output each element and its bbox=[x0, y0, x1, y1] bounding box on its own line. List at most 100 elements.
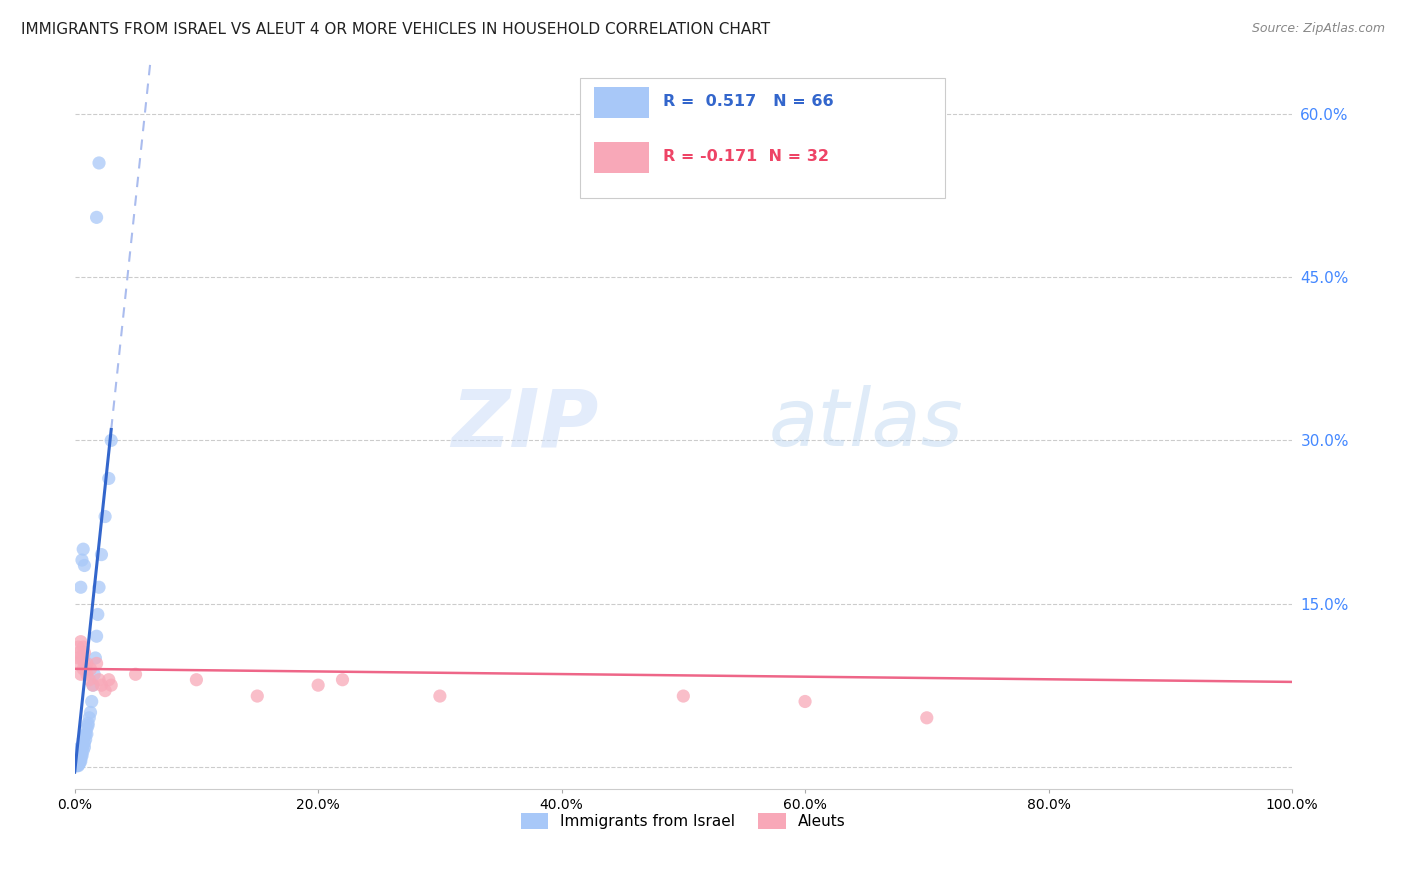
Point bbox=[67, 755, 90, 769]
Point bbox=[66, 756, 89, 770]
Text: IMMIGRANTS FROM ISRAEL VS ALEUT 4 OR MORE VEHICLES IN HOUSEHOLD CORRELATION CHAR: IMMIGRANTS FROM ISRAEL VS ALEUT 4 OR MOR… bbox=[21, 22, 770, 37]
Point bbox=[70, 748, 93, 763]
Point bbox=[76, 727, 98, 741]
Point bbox=[69, 750, 91, 764]
Point bbox=[69, 740, 91, 755]
Point bbox=[69, 755, 91, 769]
Text: Source: ZipAtlas.com: Source: ZipAtlas.com bbox=[1251, 22, 1385, 36]
Point bbox=[80, 694, 103, 708]
Point bbox=[83, 667, 105, 681]
Text: R = -0.171  N = 32: R = -0.171 N = 32 bbox=[662, 149, 828, 164]
FancyBboxPatch shape bbox=[595, 87, 650, 118]
Point bbox=[75, 732, 97, 747]
Point bbox=[65, 758, 87, 772]
FancyBboxPatch shape bbox=[579, 78, 945, 198]
Point bbox=[87, 673, 110, 687]
Point bbox=[67, 756, 90, 770]
Point bbox=[75, 727, 97, 741]
Point bbox=[66, 756, 89, 771]
Text: atlas: atlas bbox=[769, 385, 963, 463]
Point bbox=[67, 748, 90, 763]
Point bbox=[73, 646, 96, 660]
Point bbox=[72, 640, 94, 654]
FancyBboxPatch shape bbox=[595, 142, 650, 172]
Point bbox=[69, 750, 91, 764]
Point bbox=[67, 751, 90, 765]
Point bbox=[69, 747, 91, 762]
Point bbox=[72, 738, 94, 752]
Point bbox=[915, 711, 938, 725]
Point bbox=[69, 752, 91, 766]
Point bbox=[76, 667, 98, 681]
Point bbox=[70, 747, 93, 761]
Point bbox=[69, 743, 91, 757]
Point bbox=[72, 732, 94, 747]
Point bbox=[67, 747, 90, 762]
Point bbox=[70, 651, 93, 665]
Point bbox=[87, 580, 110, 594]
Text: R =  0.517   N = 66: R = 0.517 N = 66 bbox=[662, 95, 834, 110]
Point bbox=[87, 607, 110, 622]
Point bbox=[65, 757, 87, 772]
Point bbox=[66, 657, 89, 671]
Point bbox=[70, 553, 93, 567]
Point bbox=[73, 657, 96, 671]
Point bbox=[69, 756, 91, 771]
Point bbox=[67, 640, 90, 654]
Point bbox=[90, 678, 112, 692]
Point bbox=[77, 718, 100, 732]
Point bbox=[97, 673, 120, 687]
Point bbox=[82, 678, 104, 692]
Point bbox=[72, 542, 94, 557]
Point bbox=[73, 558, 96, 573]
Point bbox=[69, 667, 91, 681]
Point bbox=[90, 548, 112, 562]
Point bbox=[67, 753, 90, 767]
Point bbox=[65, 756, 87, 771]
Point bbox=[332, 673, 354, 687]
Point bbox=[70, 740, 93, 755]
Point bbox=[87, 156, 110, 170]
Point bbox=[67, 757, 90, 772]
Point bbox=[67, 758, 90, 772]
Point bbox=[86, 211, 108, 225]
Point bbox=[73, 736, 96, 750]
Point bbox=[77, 716, 100, 731]
Legend: Immigrants from Israel, Aleuts: Immigrants from Israel, Aleuts bbox=[515, 807, 852, 836]
Point bbox=[73, 729, 96, 743]
Point bbox=[67, 752, 90, 766]
Point bbox=[86, 629, 108, 643]
Point bbox=[69, 646, 91, 660]
Point bbox=[672, 689, 695, 703]
Point bbox=[66, 758, 89, 772]
Point bbox=[86, 657, 108, 671]
Point bbox=[246, 689, 269, 703]
Point bbox=[72, 662, 94, 676]
Point bbox=[75, 662, 97, 676]
Point bbox=[76, 657, 98, 671]
Point bbox=[82, 678, 104, 692]
Point bbox=[79, 706, 101, 720]
Point bbox=[79, 662, 101, 676]
Text: ZIP: ZIP bbox=[451, 385, 598, 463]
Point bbox=[69, 752, 91, 766]
Point bbox=[79, 711, 101, 725]
Point bbox=[69, 580, 91, 594]
Point bbox=[794, 694, 817, 708]
Point bbox=[67, 747, 90, 761]
Point bbox=[94, 509, 117, 524]
Point bbox=[97, 471, 120, 485]
Point bbox=[307, 678, 329, 692]
Point bbox=[67, 651, 90, 665]
Point bbox=[100, 678, 122, 692]
Point bbox=[100, 434, 122, 448]
Point bbox=[66, 757, 89, 772]
Point bbox=[73, 740, 96, 755]
Point bbox=[186, 673, 208, 687]
Point bbox=[70, 738, 93, 752]
Point bbox=[69, 634, 91, 648]
Point bbox=[69, 746, 91, 760]
Point bbox=[66, 755, 89, 769]
Point bbox=[69, 755, 91, 769]
Point bbox=[79, 673, 101, 687]
